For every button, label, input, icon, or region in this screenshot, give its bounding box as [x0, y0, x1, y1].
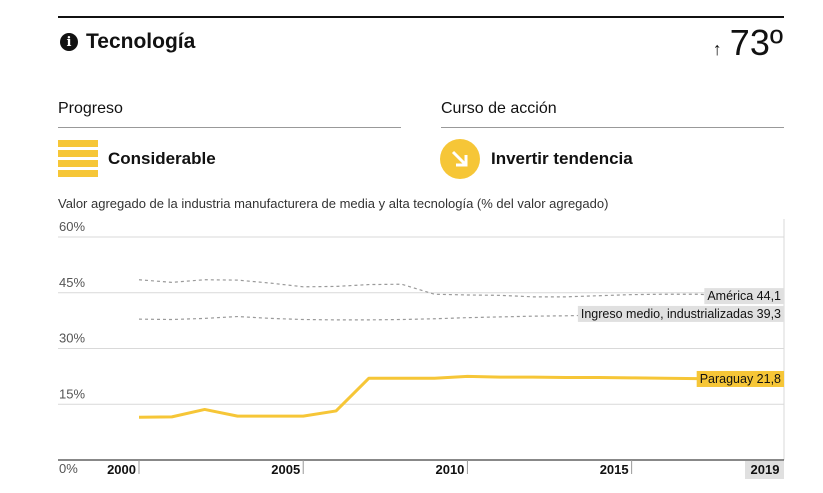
series-end-label: Ingreso medio, industrializadas 39,3 — [581, 307, 781, 321]
arrow-down-right-icon — [440, 139, 480, 179]
series-line-ingreso-medio — [138, 313, 763, 321]
top-rule — [58, 16, 784, 18]
series-end-label: América 44,1 — [707, 289, 781, 303]
x-tick-label: 2015 — [600, 462, 629, 477]
title-block: i Tecnología — [60, 30, 195, 54]
x-tick-label: 2000 — [107, 462, 136, 477]
chart-title: Valor agregado de la industria manufactu… — [58, 196, 609, 211]
series-line-paraguay — [138, 374, 763, 419]
series-end-label: Paraguay 21,8 — [700, 372, 781, 386]
rank-block: ↑ 73º — [713, 22, 783, 64]
series-line-america — [138, 279, 764, 298]
y-tick-label: 30% — [59, 331, 85, 346]
x-tick-label: 2010 — [435, 462, 464, 477]
progress-rule — [58, 127, 401, 128]
rank-value: 73º — [729, 22, 783, 63]
action-rule — [441, 127, 784, 128]
y-tick-label: 45% — [59, 275, 85, 290]
x-tick-highlight — [745, 461, 784, 479]
progress-value: Considerable — [108, 149, 216, 168]
y-tick-label: 60% — [59, 219, 85, 234]
series-end-label-bg — [577, 305, 784, 322]
progress-heading: Progreso — [58, 100, 123, 117]
series-end-label-bg — [704, 288, 784, 305]
line-chart: 0% 15% 30% 45% 60% 2000 2005 2010 2015 2019 Paragu… — [58, 219, 785, 479]
x-tick-label: 2019 — [751, 462, 780, 477]
page-title: Tecnología — [86, 30, 196, 53]
info-icon[interactable]: i — [60, 33, 78, 51]
y-tick-label: 0% — [59, 461, 78, 476]
rank-arrow-up-icon: ↑ — [712, 39, 722, 59]
action-value: Invertir tendencia — [491, 149, 633, 168]
progress-bars-icon — [58, 140, 98, 178]
y-tick-label: 15% — [59, 386, 85, 401]
action-heading: Curso de acción — [441, 100, 557, 117]
series-end-label-bg — [696, 370, 784, 387]
x-tick-label: 2005 — [271, 462, 300, 477]
